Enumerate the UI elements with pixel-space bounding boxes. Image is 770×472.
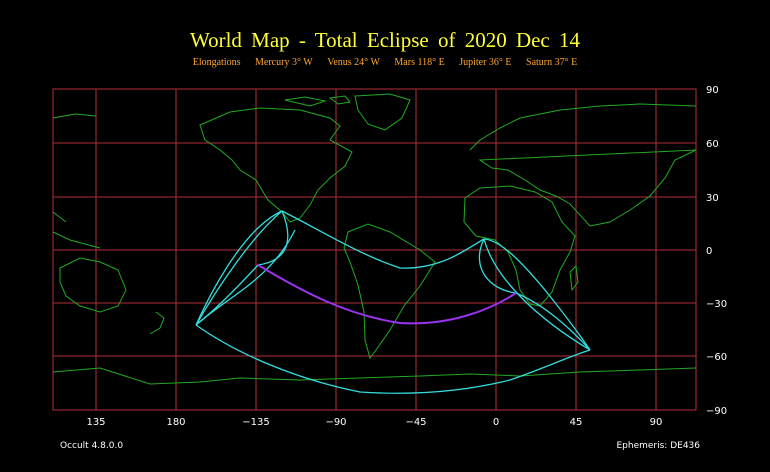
elongation-mars: Mars 118° E xyxy=(394,57,445,68)
lon-tick-label: −45 xyxy=(405,417,426,428)
elongation-jupiter: Jupiter 36° E xyxy=(459,57,512,68)
ephemeris-label: Ephemeris: DE436 xyxy=(616,441,700,451)
lat-tick-label: 0 xyxy=(706,246,712,257)
elongations-line: Elongations Mercury 3° W Venus 24° W Mar… xyxy=(0,57,770,68)
lat-tick-label: −60 xyxy=(706,352,727,363)
lon-tick-label: −135 xyxy=(242,417,269,428)
eclipse-central-line xyxy=(257,264,517,325)
lat-tick-label: 60 xyxy=(706,139,719,150)
lat-tick-label: 90 xyxy=(706,85,719,96)
coastlines xyxy=(52,93,697,385)
elongation-venus: Venus 24° W xyxy=(327,57,380,68)
lon-tick-label: 135 xyxy=(86,417,105,428)
lon-tick-label: 180 xyxy=(166,417,185,428)
elongations-label: Elongations xyxy=(192,57,241,68)
lon-tick-label: 45 xyxy=(570,417,583,428)
lat-tick-label: −30 xyxy=(706,299,727,310)
lon-tick-label: 90 xyxy=(650,417,663,428)
map-grid xyxy=(53,89,696,410)
elongation-mercury: Mercury 3° W xyxy=(255,57,313,68)
lat-tick-label: 30 xyxy=(706,193,719,204)
map-title: World Map - Total Eclipse of 2020 Dec 14 xyxy=(189,28,581,52)
longitude-axis: 135 180 −135 −90 −45 0 45 90 xyxy=(86,417,662,428)
software-version: Occult 4.8.0.0 xyxy=(60,441,124,451)
latitude-axis: 90 60 30 0 −30 −60 −90 xyxy=(706,85,727,417)
lon-tick-label: −90 xyxy=(325,417,346,428)
eclipse-limit-curves xyxy=(195,210,591,394)
lat-tick-label: −90 xyxy=(706,406,727,417)
lon-tick-label: 0 xyxy=(493,417,499,428)
elongation-saturn: Saturn 37° E xyxy=(526,57,578,68)
